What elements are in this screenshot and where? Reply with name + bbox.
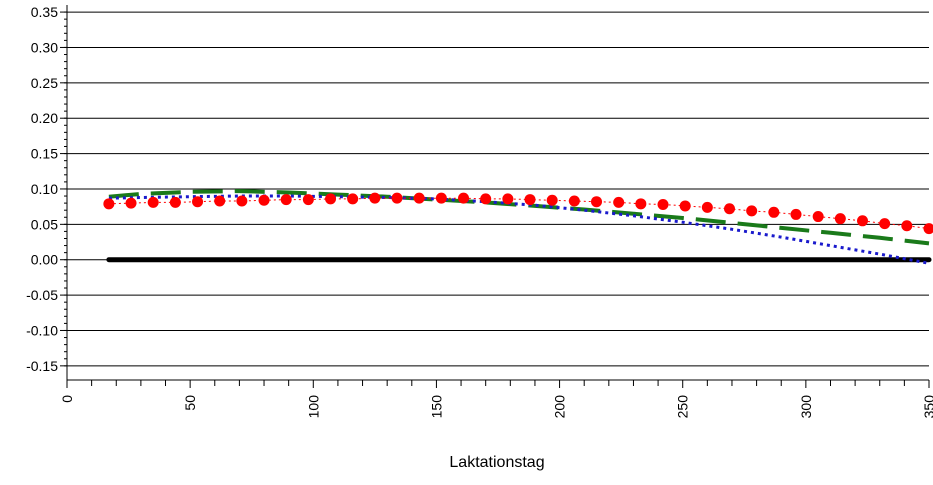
data-point (414, 193, 425, 204)
y-tick-label: 0.00 (31, 252, 58, 268)
data-point (214, 195, 225, 206)
data-point (879, 218, 890, 229)
data-point (680, 200, 691, 211)
x-tick-label: 150 (428, 395, 444, 419)
data-point (591, 196, 602, 207)
data-point (635, 198, 646, 209)
data-point (347, 193, 358, 204)
y-tick-label: 0.20 (31, 110, 58, 126)
data-point (813, 211, 824, 222)
y-tick-label: 0.05 (31, 216, 58, 232)
y-tick-label: 0.30 (31, 39, 58, 55)
x-axis-ticks: 0 50 100 150 200 250 300 350 (59, 380, 933, 418)
x-tick-label: 200 (552, 395, 568, 419)
data-point (791, 209, 802, 220)
data-point (281, 194, 292, 205)
x-axis-title: Laktationstag (449, 454, 544, 471)
data-point (547, 195, 558, 206)
data-point (236, 195, 247, 206)
x-tick-label: 300 (798, 395, 814, 419)
data-point (525, 194, 536, 205)
data-point (768, 207, 779, 218)
data-point (702, 202, 713, 213)
data-point (170, 197, 181, 208)
data-point (103, 198, 114, 209)
data-point (192, 196, 203, 207)
y-tick-label: 0.35 (31, 4, 58, 20)
y-tick-label: -0.05 (26, 287, 58, 303)
gridlines (67, 12, 929, 366)
y-tick-label: 0.25 (31, 75, 58, 91)
x-tick-label: 350 (921, 395, 933, 419)
data-point (746, 205, 757, 216)
data-point (303, 194, 314, 205)
data-point (658, 199, 669, 210)
data-point (369, 193, 380, 204)
data-point (835, 213, 846, 224)
x-tick-label: 250 (675, 395, 691, 419)
x-tick-label: 50 (182, 395, 198, 411)
data-point (148, 197, 159, 208)
x-tick-label: 100 (305, 395, 321, 419)
data-point (724, 203, 735, 214)
x-tick-label: 0 (59, 395, 75, 403)
y-tick-label: 0.10 (31, 181, 58, 197)
data-point (458, 193, 469, 204)
data-point (436, 193, 447, 204)
data-point (901, 220, 912, 231)
y-axis-ticks: -0.15 -0.10 -0.05 0.00 0.05 0.10 0.15 0.20 0.25 0… (26, 4, 67, 374)
data-point (569, 195, 580, 206)
data-point (502, 193, 513, 204)
data-point (613, 197, 624, 208)
y-tick-label: 0.15 (31, 146, 58, 162)
y-tick-label: -0.15 (26, 358, 58, 374)
data-point (480, 193, 491, 204)
series-group (103, 191, 933, 263)
y-tick-label: -0.10 (26, 322, 58, 338)
data-point (392, 193, 403, 204)
data-point (259, 195, 270, 206)
data-point (857, 215, 868, 226)
data-point (325, 193, 336, 204)
data-point (126, 198, 137, 209)
